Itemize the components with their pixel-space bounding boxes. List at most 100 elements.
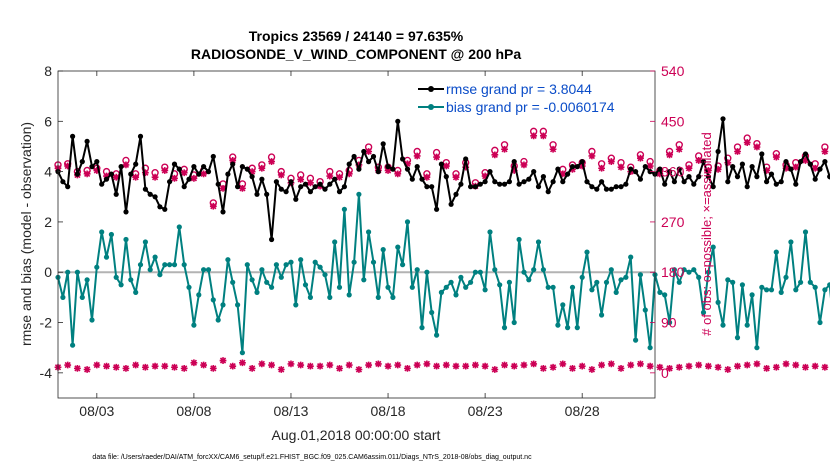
bias-point [361,277,367,283]
rmse-point [201,164,207,170]
bias-point [409,284,415,290]
obs-count-marker [617,364,625,372]
data-file-footer: data file: /Users/raeder/DAI/ATM_forcXX/… [92,454,532,461]
bias-point [380,247,386,253]
rmse-point [322,186,328,192]
rmse-point [103,176,110,182]
rmse-point [84,138,90,144]
rmse-point [526,176,532,182]
rmse-point [370,153,377,160]
bias-point [468,279,474,285]
bias-point [822,287,828,293]
rmse-point [424,184,430,190]
rmse-point [366,159,372,165]
obs-assimilated-marker [520,161,528,169]
rmse-point [278,186,284,192]
obs-assimilated-marker [772,153,780,161]
bias-point [230,279,236,285]
y-tick-label-left: -2 [40,315,53,331]
obs-count-marker [258,360,266,368]
bias-point [152,254,158,260]
bias-point [511,319,517,326]
rmse-point [395,118,401,124]
rmse-point [691,181,697,187]
rmse-point [603,186,610,192]
rmse-point [472,184,478,190]
obs-count-marker [229,362,237,370]
rmse-point [764,179,770,185]
rmse-point [463,156,469,162]
rmse-point [215,181,221,187]
rmse-point [633,169,639,175]
y-tick-label-right: 0 [661,365,669,381]
bias-point [739,282,746,288]
rmse-point [681,179,687,185]
rmse-point [535,184,542,190]
bias-point [759,284,765,290]
rmse-point [793,181,799,187]
bias-point [434,332,440,338]
bias-point [366,229,372,235]
bias-point [526,277,532,283]
rmse-point [637,176,644,182]
rmse-point [419,176,425,182]
bias-point [239,350,245,356]
plot-frame [57,70,656,399]
rmse-point [482,179,488,185]
obs-count-marker [355,366,363,373]
obs-assimilated-marker [268,158,275,165]
rmse-point [65,184,71,190]
y-tick-label-right: 360 [661,164,685,180]
bias-point [540,267,547,273]
obs-assimilated-marker [743,139,751,146]
bias-point [264,279,270,285]
bias-point [210,297,216,303]
bias-point [288,259,294,265]
bias-point [798,279,804,285]
obs-assimilated-marker [704,167,712,174]
legend-label-bias: bias grand pr = -0.0060174 [446,99,615,115]
rmse-point [676,166,682,172]
bias-point [244,262,250,268]
legend-label-rmse: rmse grand pr = 3.8044 [446,81,592,97]
obs-assimilated-marker [277,171,285,179]
bias-point [453,292,459,298]
obs-assimilated-marker [588,152,596,160]
rmse-point [269,236,275,243]
obs-assimilated-marker [491,151,499,159]
bias-point [317,264,323,270]
bias-point [448,279,454,285]
rmse-point [501,181,508,187]
obs-assimilated-marker [171,174,178,182]
bias-point [647,345,653,351]
bias-point [176,224,182,230]
obs-assimilated-marker [598,164,606,172]
bias-point [181,262,187,268]
bias-point [123,236,129,243]
rmse-point [390,166,396,172]
rmse-point [434,206,440,212]
obs-count-marker [724,366,732,373]
rmse-point [244,166,250,172]
rmse-point [671,179,678,185]
obs-count-marker [452,362,460,370]
rmse-point [186,176,192,182]
obs-count-marker [287,360,295,368]
obs-count-marker [539,364,547,372]
obs-assimilated-marker [248,168,256,176]
obs-count-marker [637,360,644,368]
obs-assimilated-marker [792,163,800,171]
obs-count-marker [520,361,528,369]
obs-assimilated-marker [83,170,91,178]
bias-point [754,345,760,351]
bias-point [501,325,508,331]
y-tick-label-left: 2 [44,214,52,230]
obs-assimilated-marker [685,164,693,172]
bias-point [259,267,265,273]
obs-assimilated-marker [481,172,489,180]
obs-assimilated-marker [782,164,790,172]
rmse-point [579,159,585,165]
bias-point [637,272,644,278]
